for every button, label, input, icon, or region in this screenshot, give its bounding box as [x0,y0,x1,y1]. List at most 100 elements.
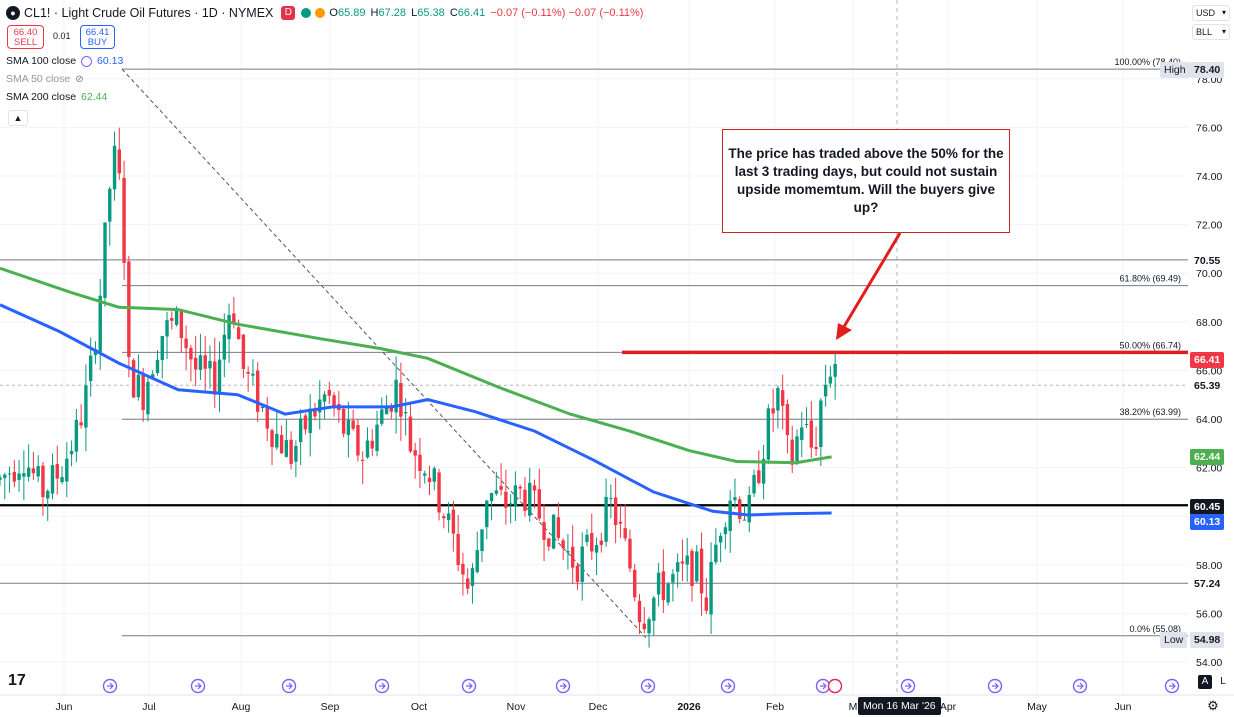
x-tick-label: Jul [142,701,155,713]
candle-body [112,145,117,190]
y-tick-label: 70.00 [1196,268,1222,280]
candle-body [570,546,575,568]
candle-body [384,406,389,415]
candle-body [528,482,532,516]
crosshair-date-label: Mon 16 Mar '26 [858,697,941,715]
candle-body [771,408,775,414]
candle-body [370,440,374,449]
fibonacci-label: 61.80% (69.49) [1119,274,1181,284]
dashed-trendline [121,68,647,639]
candle-body [795,436,799,462]
price-axis-label: 60.13 [1190,514,1225,530]
price-axis-label: 57.24 [1190,576,1225,592]
candle-body [403,412,408,414]
candle-body [499,485,503,490]
candle-body [160,335,164,361]
price-tag-label: Low [1160,632,1188,648]
candle-body [193,357,198,370]
arrow-right-icon [905,682,912,690]
y-tick-label: 62.00 [1196,463,1222,475]
candle-body [170,318,174,321]
candle-body [485,500,489,528]
data-status-icon [315,8,326,18]
candle-body [523,489,527,511]
currency-select[interactable]: USD ▾ [1192,5,1230,21]
x-tick-label: Nov [507,701,526,713]
tradingview-logo[interactable]: 17 [8,672,26,689]
indicator-sma50[interactable]: SMA 50 close ⊘ [6,73,84,85]
sell-price: 66.40 [13,27,38,38]
candle-body [198,355,203,370]
candle-body [590,533,594,552]
indicator-sma100[interactable]: SMA 100 close 60.13 [6,55,123,67]
candle-body [88,355,93,382]
candle-body [394,379,398,413]
timeframe-badge[interactable]: D [281,6,296,20]
symbol-title[interactable]: CL1! · Light Crude Oil Futures · 1D · NY… [24,6,274,20]
candle-body [766,408,771,460]
unit-select[interactable]: BLL ▾ [1192,24,1230,40]
candle-body [127,261,131,357]
candle-body [718,535,723,543]
indicator-sma200[interactable]: SMA 200 close 62.44 [6,91,107,103]
candle-body [828,376,833,384]
x-tick-label: Sep [321,701,340,713]
candle-body [294,445,298,462]
candle-body [623,528,627,539]
candle-body [814,447,818,449]
fibonacci-label: 0.0% (55.08) [1129,624,1181,634]
spread-value: 0.01 [53,31,71,41]
buy-label: BUY [87,37,108,48]
candle-body [633,569,637,598]
candle-body [819,400,823,448]
buy-price: 66.41 [85,27,110,38]
candle-body [585,534,589,542]
candle-body [279,434,284,454]
collapse-indicators-button[interactable]: ▲ [8,110,28,126]
x-tick-label: Aug [232,701,251,713]
candle-body [642,623,646,630]
candle-body [251,373,255,376]
candle-body [761,458,766,484]
chart-header: ● CL1! · Light Crude Oil Futures · 1D · … [6,4,643,22]
auto-scale-button[interactable]: A [1198,675,1212,689]
candle-body [489,493,494,502]
candle-body [265,406,269,429]
candle-body [685,555,689,565]
candle-body [656,572,661,595]
candle-body [504,491,508,508]
candle-body [613,497,618,526]
candle-body [17,473,21,480]
candle-body [733,497,737,501]
candle-body [69,451,74,455]
x-tick-label: Dec [589,701,608,713]
candle-body [804,424,809,426]
arrow-right-icon [379,682,386,690]
candle-body [757,470,761,483]
settings-gear-icon[interactable]: ⚙ [1207,698,1219,713]
candle-body [423,473,427,476]
buy-button[interactable]: 66.41 BUY [80,25,115,49]
indicator-value: 60.13 [97,55,124,67]
candle-body [508,503,513,505]
candle-body [470,568,475,586]
candle-body [599,540,604,545]
earnings-marker-icon [827,678,843,694]
annotation-callout[interactable]: The price has traded above the 50% for t… [722,129,1010,233]
candle-body [108,188,112,222]
candle-body [327,389,331,396]
candle-body [0,477,2,480]
candle-body [332,395,336,408]
annotation-arrow-head [836,323,852,340]
sell-button[interactable]: 66.40 SELL [7,25,44,49]
hidden-eye-icon[interactable]: ⊘ [75,73,84,85]
log-scale-button[interactable]: L [1220,676,1226,687]
candle-body [747,494,751,523]
y-tick-label: 66.00 [1196,365,1222,377]
candle-body [84,385,88,428]
candle-body [222,334,227,360]
candle-body [647,619,651,634]
event-markers[interactable] [102,678,1180,694]
arrow-right-icon [820,682,827,690]
